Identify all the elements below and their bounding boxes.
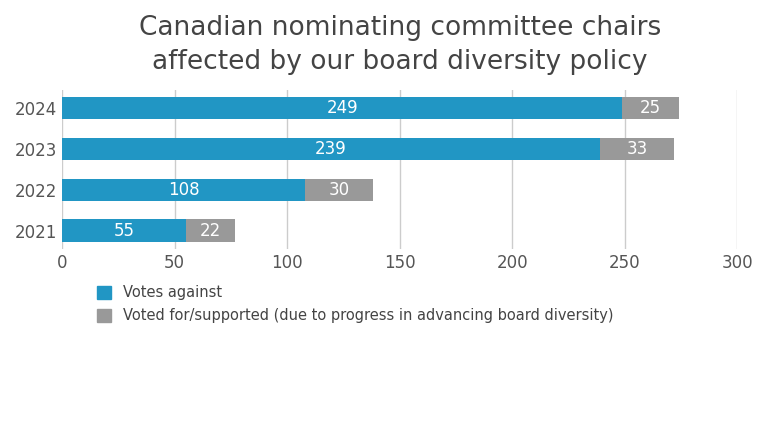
Text: 25: 25 <box>640 99 661 117</box>
Text: 33: 33 <box>627 140 647 158</box>
Text: 55: 55 <box>114 222 134 239</box>
Text: 22: 22 <box>200 222 221 239</box>
Bar <box>186 220 236 242</box>
Text: 249: 249 <box>326 99 358 117</box>
Title: Canadian nominating committee chairs
affected by our board diversity policy: Canadian nominating committee chairs aff… <box>138 15 660 75</box>
Bar <box>600 138 674 160</box>
Bar <box>62 220 186 242</box>
Legend: Votes against, Voted for/supported (due to progress in advancing board diversity: Votes against, Voted for/supported (due … <box>97 285 614 323</box>
Bar <box>305 179 372 201</box>
Bar <box>622 97 679 120</box>
Bar <box>62 138 600 160</box>
Text: 30: 30 <box>329 181 349 199</box>
Bar <box>62 179 305 201</box>
Text: 108: 108 <box>168 181 200 199</box>
Text: 239: 239 <box>315 140 347 158</box>
Bar <box>62 97 622 120</box>
